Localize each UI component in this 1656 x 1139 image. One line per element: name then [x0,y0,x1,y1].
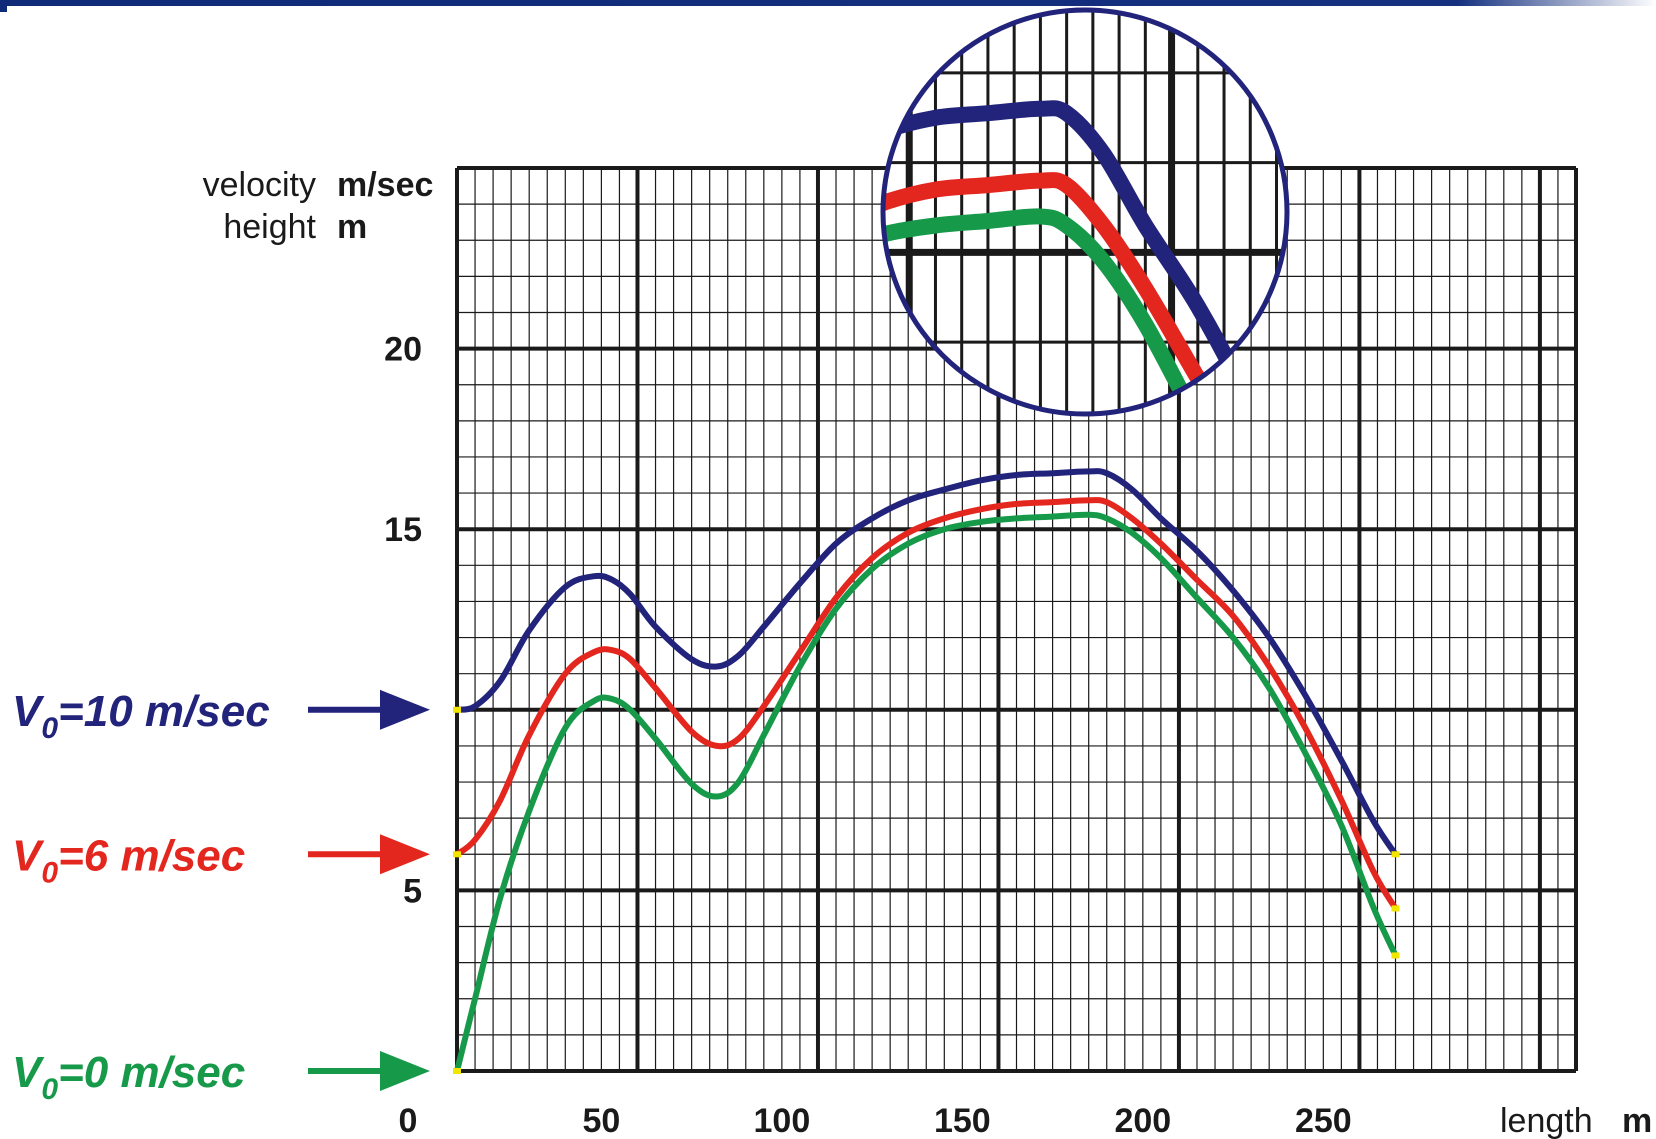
series-endpoint-marker [1391,905,1400,912]
y-tick-label: 20 [384,331,422,369]
x-tick-label: 150 [934,1102,991,1139]
x-tick-label: 0 [399,1102,418,1139]
series-endpoint-marker [453,706,461,713]
series-line-6-ms [454,497,1399,912]
inset-series-line [883,208,1287,414]
labels-layer: velocity m/sec height m length m 0 50 100 1… [203,166,1653,1139]
series-label-main: V [12,831,45,880]
series-layer [453,468,1400,1074]
series-label-rest: =0 m/sec [58,1048,245,1097]
x-tick-label: 100 [754,1102,811,1139]
x-tick-label: 250 [1295,1102,1352,1139]
series-line-10-ms [454,468,1399,858]
series-label-subscript: 0 [41,712,58,745]
y-tick-label: 15 [384,511,422,549]
inset-border [880,7,1290,417]
series-label-rest: =10 m/sec [58,687,270,736]
series-endpoint-marker [1391,952,1400,959]
top-banner-tick [0,0,7,12]
series-arrow-head [380,834,430,875]
y-axis-title-height: height [223,208,316,246]
x-tick-label: 50 [582,1102,620,1139]
x-axis-title: length [1500,1102,1593,1139]
y-axis-unit-velocity: m/sec [337,166,433,204]
series-endpoint-marker [453,851,461,858]
series-label-rest: =6 m/sec [58,831,245,880]
series-label-subscript: 0 [41,1073,58,1106]
series-endpoint-marker [1391,851,1400,858]
series-label: V0=6 m/sec [12,831,245,889]
y-axis-unit-height: m [337,208,367,246]
series-arrow-head [380,1051,430,1091]
series-label: V0=10 m/sec [12,687,270,745]
series-line-0-ms [454,511,1399,1074]
y-axis-title-velocity: velocity [203,166,316,204]
x-tick-label: 200 [1114,1102,1171,1139]
inset-series-line [883,172,1287,414]
series-endpoint-marker [453,1068,461,1074]
series-arrow-head [380,689,430,730]
top-banner-bar [0,0,1656,6]
series-label-main: V [12,687,45,736]
x-axis-unit: m [1622,1102,1652,1139]
series-label: V0=0 m/sec [12,1048,245,1106]
series-label-main: V [12,1048,45,1097]
y-tick-label: 5 [403,872,422,910]
series-label-subscript: 0 [41,856,58,889]
